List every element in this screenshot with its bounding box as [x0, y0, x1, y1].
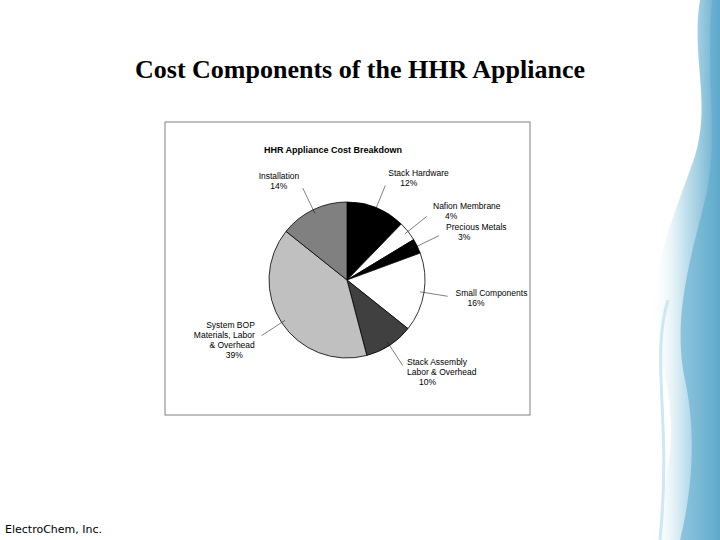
slice-label: Stack AssemblyLabor & Overhead [407, 357, 477, 377]
leader-line [375, 185, 386, 211]
slice-value-label: 10% [419, 377, 436, 387]
slice-label: Installation [259, 171, 300, 181]
leader-line [414, 236, 439, 248]
leader-line [420, 292, 448, 296]
water-decoration [650, 0, 720, 540]
leader-line [262, 320, 285, 335]
leader-line [303, 188, 315, 213]
leader-line [387, 342, 402, 365]
slice-label: Precious Metals [446, 222, 506, 232]
slice-label-line: Materials, Labor [194, 330, 255, 340]
slice-label-line: Installation [259, 171, 300, 181]
slice-label-line: System BOP [206, 320, 255, 330]
slice-label-line: Precious Metals [446, 222, 506, 232]
pie-slice [286, 202, 347, 280]
slice-label: Stack Hardware [388, 168, 449, 178]
water-shape [680, 0, 720, 540]
slice-label-line: Nafion Membrane [433, 201, 501, 211]
water-highlight [660, 300, 668, 540]
slide: Cost Components of the HHR Appliance Elec… [0, 0, 720, 540]
slice-value-label: 14% [270, 181, 287, 191]
slide-title: Cost Components of the HHR Appliance [135, 55, 585, 84]
data-labels: Stack Hardware12% Nafion Membrane4%Precio… [194, 168, 528, 387]
slice-label-line: Small Components [456, 288, 528, 298]
slice-label-line: & Overhead [209, 340, 255, 350]
slice-label-line: Labor & Overhead [407, 367, 477, 377]
slice-label: System BOPMaterials, Labor& Overhead [194, 320, 255, 350]
chart-frame [165, 122, 530, 415]
slice-value-label: 12% [400, 178, 417, 188]
footer: ElectroChem, Inc. [5, 523, 102, 536]
slice-value-label: 4% [445, 211, 458, 221]
chart-title: HHR Appliance Cost Breakdown [264, 145, 402, 155]
slice-label: Nafion Membrane [433, 201, 501, 211]
slice-label-line: Stack Hardware [388, 168, 449, 178]
water-shape [650, 0, 720, 540]
slice-value-label: 39% [226, 350, 243, 360]
slice-label: Small Components [456, 288, 528, 298]
slice-value-label: 3% [458, 232, 471, 242]
slice-label-line: Stack Assembly [407, 357, 468, 367]
pie [269, 202, 425, 358]
leader-line [405, 216, 427, 233]
slice-value-label: 16% [468, 298, 485, 308]
